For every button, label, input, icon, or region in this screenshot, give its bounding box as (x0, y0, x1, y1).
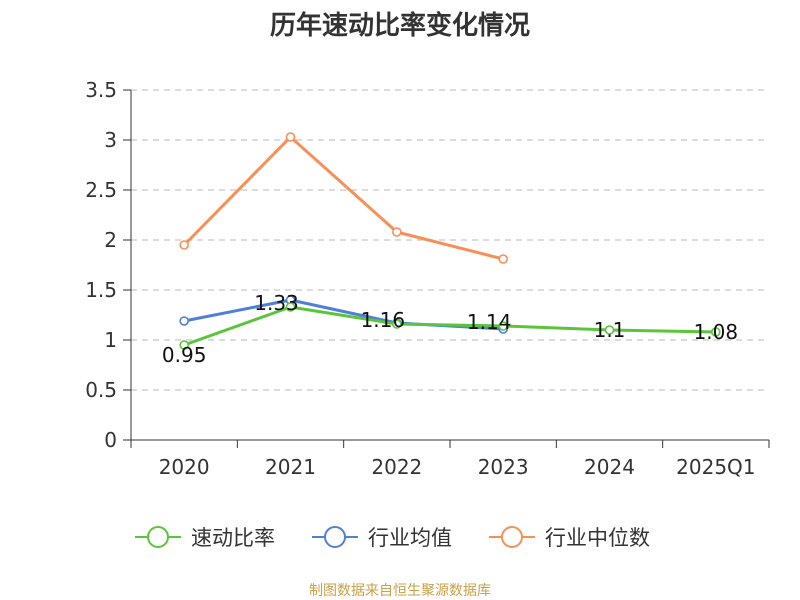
data-label: 1.33 (254, 291, 299, 315)
data-point[interactable] (498, 321, 508, 331)
data-point[interactable] (285, 132, 296, 142)
source-note: 制图数据来自恒生聚源数据库 (309, 583, 491, 599)
legend-item[interactable]: 行业中位数 (489, 526, 650, 550)
data-label: 1.14 (467, 310, 512, 334)
legend-item[interactable]: 行业均值 (312, 526, 452, 550)
y-tick-label: 3 (104, 128, 117, 152)
legend-label: 速动比率 (191, 526, 275, 550)
data-label: 1.1 (594, 318, 626, 342)
x-tick-label: 2020 (159, 455, 210, 479)
legend-marker (147, 526, 169, 548)
data-point[interactable] (179, 240, 189, 250)
data-labels: 0.95 1.33 1.16 1.14 1.1 1.08 (162, 291, 738, 367)
legend-item[interactable]: 速动比率 (135, 526, 275, 550)
axes: 0 0.5 1 1.5 2 2.5 3 3.5 2020 2021 2022 2023 2024 2025… (85, 78, 770, 479)
legend-label: 行业中位数 (545, 526, 650, 550)
data-point[interactable] (285, 302, 296, 312)
grid-lines (131, 89, 769, 391)
series-line (182, 135, 505, 261)
data-point[interactable] (711, 327, 721, 337)
y-tick-label: 2.5 (85, 178, 117, 202)
x-tick-label: 2023 (478, 455, 529, 479)
legend-label: 行业均值 (368, 526, 452, 550)
y-tick-label: 1 (104, 328, 117, 352)
y-tick-label: 0.5 (85, 378, 117, 402)
series-line (182, 305, 718, 347)
series-lines (179, 132, 721, 350)
data-point[interactable] (392, 227, 402, 237)
x-tick-label: 2021 (265, 455, 316, 479)
x-tick-label: 2025Q1 (676, 455, 755, 479)
data-label: 1.08 (694, 320, 739, 344)
chart-title: 历年速动比率变化情况 (270, 10, 530, 41)
legend-marker (501, 526, 523, 548)
data-point[interactable] (392, 319, 402, 329)
y-tick-label: 3.5 (85, 78, 117, 102)
y-tick-label: 0 (104, 428, 117, 452)
y-tick-label: 2 (104, 228, 117, 252)
data-label: 0.95 (162, 343, 207, 367)
y-tick-label: 1.5 (85, 278, 117, 302)
data-label: 1.16 (361, 308, 406, 332)
data-point[interactable] (179, 340, 189, 350)
legend[interactable]: 速动比率 行业均值 行业中位数 (135, 526, 650, 550)
data-point[interactable] (179, 316, 189, 326)
x-tick-label: 2024 (584, 455, 635, 479)
data-point[interactable] (604, 325, 615, 335)
legend-marker (324, 526, 346, 548)
data-point[interactable] (498, 254, 508, 264)
x-tick-label: 2022 (371, 455, 422, 479)
